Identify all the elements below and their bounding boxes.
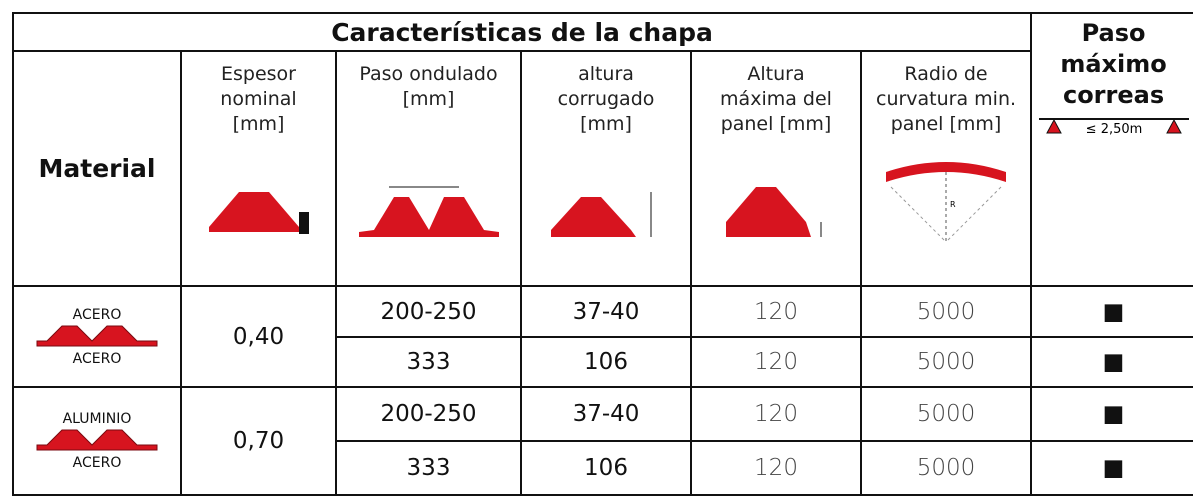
row: 333 106 120 5000 ■ (13, 336, 1193, 388)
col-head: Paso ondulado [mm] (335, 50, 522, 287)
material-bottom: ACERO (72, 350, 122, 367)
span-icon: ≤ 2,50m (1038, 118, 1189, 137)
icon (551, 192, 652, 237)
col-label: altura corrugado [mm] (557, 63, 655, 135)
value: 5000 (859, 440, 1033, 496)
value: 200-250 (335, 285, 522, 338)
material-bottom: ACERO (72, 455, 122, 471)
value: 5000 (859, 386, 1033, 442)
col-label: Radio de curvatura min. panel [mm] (876, 63, 1017, 135)
col-head: Radio de curvatura min. panel [mm] R (859, 50, 1033, 287)
col-head: Espesor nominal [mm] (180, 50, 337, 287)
value: 106 (520, 440, 692, 496)
col-label: Espesor nominal [mm] (220, 63, 297, 135)
value: 120 (690, 386, 862, 442)
thickness: 0,70 (180, 386, 337, 496)
row: ALUMINIO ACERO 0,70 200-250 37-40 120 5000 ■ (12, 386, 1193, 496)
material-top: ACERO (72, 306, 122, 323)
value: 5000 (859, 336, 1033, 388)
value: 333 (335, 336, 522, 388)
last-label: Paso máximo correas (1060, 19, 1167, 109)
thickness: 0,40 (180, 285, 337, 388)
icon: R (886, 162, 1007, 243)
material-top: ALUMINIO (62, 411, 132, 427)
value: 5000 (859, 285, 1033, 338)
icon (358, 186, 499, 237)
value: 120 (690, 336, 862, 388)
value: 200-250 (335, 386, 522, 442)
icon (208, 192, 309, 234)
value: ■ (1030, 336, 1193, 388)
col-label: Paso ondulado [mm] (359, 63, 498, 110)
col-material: Material (12, 50, 182, 287)
header-title: Características de la chapa (11, 12, 1033, 52)
material-cell: ALUMINIO ACERO (12, 386, 182, 496)
value: ■ (1030, 440, 1193, 496)
material-cell: ACERO ACERO (12, 285, 182, 388)
value: 333 (335, 440, 522, 496)
col-head: altura corrugado [mm] (520, 50, 692, 287)
value: 37-40 (520, 386, 692, 442)
value: 120 (690, 285, 862, 338)
value: 120 (690, 440, 862, 496)
span-label: ≤ 2,50m (1085, 122, 1142, 137)
row: ACERO ACERO 0,40 200-250 37-40 120 5000 ■ (12, 285, 1193, 388)
col-label: Altura máxima del panel [mm] (720, 63, 832, 135)
profile-icon (36, 429, 158, 451)
icon (726, 187, 822, 237)
value: ■ (1030, 386, 1193, 442)
col-head: Altura máxima del panel [mm] (690, 50, 862, 287)
spec-table: Características de la chapa Paso máximo … (11, 12, 1193, 496)
value: 106 (520, 336, 692, 388)
value: ■ (1030, 285, 1193, 338)
header-last: Paso máximo correas ≤ 2,50m (1030, 12, 1193, 287)
profile-icon (36, 325, 158, 346)
radius-label: R (950, 200, 956, 209)
value: 37-40 (520, 285, 692, 338)
